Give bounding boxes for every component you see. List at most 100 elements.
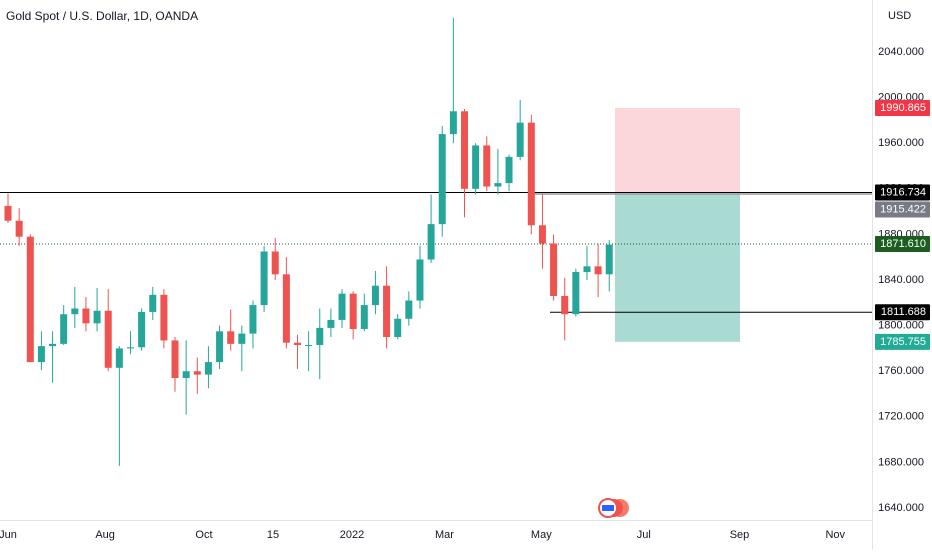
candle-body: [371, 285, 379, 306]
candle-body: [26, 236, 34, 363]
stop-zone: [615, 108, 740, 195]
x-tick-label: Nov: [825, 529, 845, 541]
candle: [104, 289, 112, 372]
candle-body: [494, 183, 502, 187]
candle-body: [182, 371, 190, 379]
candle: [561, 277, 569, 341]
candle: [93, 287, 101, 332]
x-tick-label: May: [531, 529, 552, 541]
y-tick-label: 1960.000: [878, 137, 924, 149]
candle-body: [594, 266, 602, 275]
candle-body: [115, 348, 123, 368]
candle-body: [260, 251, 268, 306]
candle: [249, 300, 257, 349]
candle-body: [316, 327, 324, 345]
y-tick-label: 1720.000: [878, 411, 924, 423]
candle-body: [405, 300, 413, 319]
candle: [494, 148, 502, 195]
candle-body: [605, 244, 613, 275]
candle-body: [527, 122, 535, 226]
candle-body: [293, 342, 301, 345]
target-zone: [615, 194, 740, 342]
candle: [216, 325, 224, 369]
candle: [605, 240, 613, 292]
candle-body: [461, 111, 469, 189]
currency: USD: [888, 10, 911, 22]
candle: [15, 208, 23, 246]
candle-body: [538, 225, 546, 244]
candle-body: [572, 272, 580, 315]
candle: [282, 257, 290, 349]
candle: [394, 314, 402, 340]
candle-body: [4, 205, 12, 221]
candle: [416, 245, 424, 309]
x-tick-label: Jun: [0, 529, 17, 541]
candle: [527, 114, 535, 235]
candle-body: [561, 295, 569, 315]
event-icon: [598, 498, 629, 518]
candle: [349, 291, 357, 340]
candle-body: [550, 243, 558, 296]
price-label-box: [875, 184, 930, 201]
candle: [71, 286, 79, 328]
candle-body: [516, 122, 524, 157]
y-tick-label: 1640.000: [878, 502, 924, 514]
candle-body: [204, 362, 212, 375]
candle-body: [282, 274, 290, 343]
chart-title: Gold Spot / U.S. Dollar, 1D, OANDA: [6, 9, 198, 23]
candle: [449, 17, 457, 144]
candle: [316, 308, 324, 380]
candle-body: [394, 318, 402, 338]
candle: [260, 245, 268, 312]
candle-body: [138, 311, 146, 348]
candle: [115, 346, 123, 466]
candle: [594, 243, 602, 298]
candle-body: [93, 310, 101, 324]
candle-body: [271, 251, 279, 275]
candle: [438, 126, 446, 237]
candle: [550, 234, 558, 301]
price-label-box: [875, 100, 930, 117]
candle-body: [60, 314, 68, 344]
candle-body: [505, 156, 513, 184]
candle: [583, 245, 591, 281]
candle: [427, 194, 435, 263]
candle-body: [227, 331, 235, 344]
candle: [305, 331, 313, 372]
candle: [49, 331, 57, 383]
candle: [37, 331, 45, 371]
candle-body: [126, 347, 134, 349]
candle: [338, 289, 346, 328]
price-label-box: [875, 235, 930, 252]
y-tick-label: 1800.000: [878, 320, 924, 332]
candle-body: [238, 333, 246, 344]
candle: [204, 346, 212, 389]
price-label: 1811.688: [881, 306, 926, 318]
candle: [405, 291, 413, 326]
candle-body: [249, 305, 257, 334]
candle: [383, 266, 391, 349]
candle-body: [449, 111, 457, 135]
price-label-box: [875, 201, 930, 218]
candle: [461, 108, 469, 218]
candle-body: [49, 343, 57, 347]
candle: [472, 143, 480, 195]
candle-body: [15, 220, 23, 237]
candle: [138, 308, 146, 351]
candle-body: [338, 293, 346, 320]
candle: [4, 193, 12, 224]
candle: [82, 297, 90, 332]
candle-body: [149, 294, 157, 312]
candle-body: [360, 305, 368, 330]
candle-body: [583, 266, 591, 273]
candle: [505, 154, 513, 192]
candle-body: [472, 145, 480, 189]
price-label-box: [875, 333, 930, 350]
price-label: 1990.865: [880, 102, 926, 114]
price-label-box: [875, 304, 930, 321]
candle-body: [171, 340, 179, 379]
candle: [238, 325, 246, 372]
candle: [271, 237, 279, 281]
